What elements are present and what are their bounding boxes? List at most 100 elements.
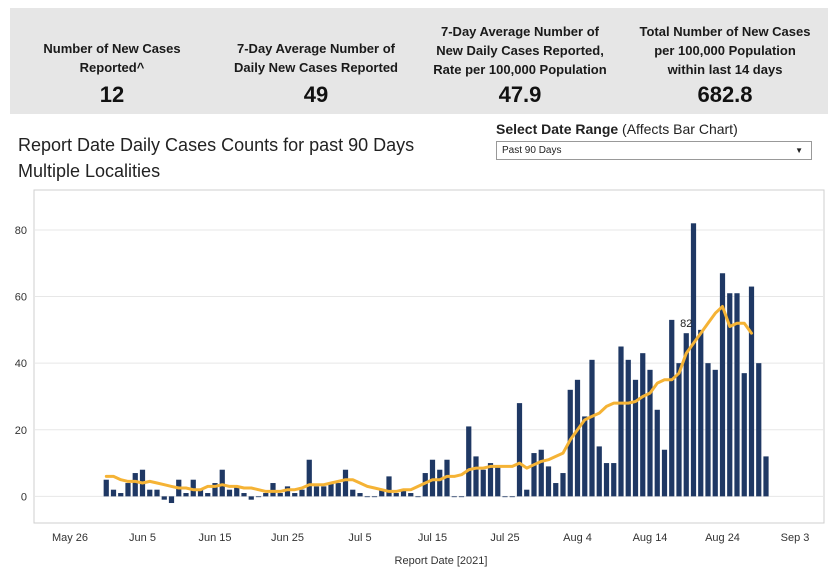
bar (335, 483, 341, 497)
bar (350, 489, 356, 497)
kpi-label-line: 7-Day Average Number of (441, 24, 599, 39)
bar (429, 459, 436, 497)
bar (567, 389, 573, 497)
bar (306, 459, 312, 497)
chart-subtitle-line: Multiple Localities (18, 161, 161, 181)
kpi-label-line: Number of New Cases (43, 41, 181, 56)
bar (516, 403, 523, 497)
x-tick-label: Aug 4 (563, 532, 592, 544)
bar (640, 353, 646, 497)
bar (654, 409, 660, 497)
date-range-label-rest: (Affects Bar Chart) (618, 121, 738, 137)
bar (183, 493, 189, 497)
bar (618, 346, 624, 497)
bar-series (103, 223, 769, 504)
bar (408, 493, 414, 497)
kpi-label-line: within last 14 days (667, 62, 783, 77)
date-range-selected-value: Past 90 Days (502, 145, 562, 156)
bar (125, 483, 131, 497)
bar (342, 469, 349, 497)
bar (161, 496, 167, 500)
bar (596, 446, 602, 497)
date-range-dropdown[interactable]: Past 90 Days ▼ (496, 141, 812, 160)
x-axis-title: Report Date [2021] (395, 555, 488, 567)
bar (386, 476, 392, 497)
x-tick-label: Aug 14 (633, 532, 668, 544)
bar (756, 363, 762, 497)
bar (263, 493, 269, 497)
bar (589, 359, 595, 497)
bar (458, 496, 465, 498)
bar (661, 449, 668, 497)
x-tick-label: May 26 (52, 532, 88, 544)
bar (371, 496, 378, 498)
bar (422, 473, 428, 497)
kpi-14day-total: Total Number of New Cases per 100,000 Po… (622, 8, 828, 114)
bar (255, 496, 262, 498)
bar (632, 379, 639, 497)
bar (582, 416, 588, 497)
bar (545, 466, 552, 497)
bar (719, 273, 726, 497)
kpi-7day-rate-label: 7-Day Average Number of New Daily Cases … (418, 22, 622, 79)
bar (292, 493, 298, 497)
bar (625, 359, 631, 497)
kpi-label-line: Daily New Cases Reported (233, 60, 398, 75)
bar (495, 466, 501, 497)
bar (400, 489, 407, 497)
bar (415, 496, 421, 498)
bar (118, 493, 124, 497)
kpi-7day-average-label: 7-Day Average Number of Daily New Cases … (214, 39, 418, 77)
x-tick-label: Jun 25 (271, 532, 304, 544)
kpi-new-cases-value: 12 (99, 82, 125, 107)
bar (690, 223, 697, 497)
x-tick-label: Sep 3 (781, 532, 810, 544)
bar (676, 363, 682, 497)
kpi-label-line: 7-Day Average Number of (237, 41, 395, 56)
bar (698, 329, 704, 497)
kpi-7day-average: 7-Day Average Number of Daily New Cases … (214, 8, 418, 114)
kpi-14day-total-label: Total Number of New Cases per 100,000 Po… (622, 22, 828, 79)
bar (524, 489, 530, 497)
seven-day-average-line (104, 305, 753, 493)
date-range-label-bold: Select Date Range (496, 121, 619, 137)
daily-cases-chart: 0 20 40 60 80 May 26 Jun 5 Jun 15 Jun 25 Jul 5 Ju… (15, 189, 825, 567)
y-tick-label: 60 (15, 292, 27, 304)
bar (241, 493, 247, 497)
bar (197, 489, 204, 497)
bar (560, 473, 566, 497)
bar (741, 373, 747, 497)
x-tick-label: Jul 25 (490, 532, 519, 544)
bar (168, 496, 175, 504)
kpi-14day-total-value: 682.8 (697, 82, 753, 107)
plot-area-border (33, 189, 825, 524)
bar (763, 456, 769, 497)
kpi-label-line: Total Number of New Cases (639, 24, 811, 39)
bar (669, 319, 675, 497)
kpi-7day-average-value: 49 (303, 82, 329, 107)
bar (110, 489, 117, 497)
x-axis-ticks: May 26 Jun 5 Jun 15 Jun 25 Jul 5 Jul 15 Jul 25… (52, 532, 809, 544)
bar (473, 456, 479, 497)
bar (574, 379, 581, 497)
bar (748, 286, 755, 497)
bar (103, 479, 109, 497)
kpi-label-line: Rate per 100,000 Population (433, 62, 607, 77)
bar (248, 496, 254, 500)
bar (712, 369, 718, 497)
bar (553, 483, 559, 497)
bar (683, 333, 689, 497)
bar (487, 463, 494, 497)
bar (727, 293, 733, 497)
chart-title: Report Date Daily Cases Counts for past … (18, 132, 414, 184)
kpi-label-line: per 100,000 Population (654, 43, 796, 58)
bar (538, 449, 544, 497)
chevron-down-icon: ▼ (795, 146, 803, 155)
bar (328, 483, 334, 497)
bar (132, 473, 138, 497)
chart-title-line: Report Date Daily Cases Counts for past … (18, 135, 415, 155)
x-tick-label: Aug 24 (705, 532, 740, 544)
x-tick-label: Jul 15 (418, 532, 447, 544)
bar (379, 489, 385, 497)
kpi-label-line: Reported^ (79, 60, 145, 75)
